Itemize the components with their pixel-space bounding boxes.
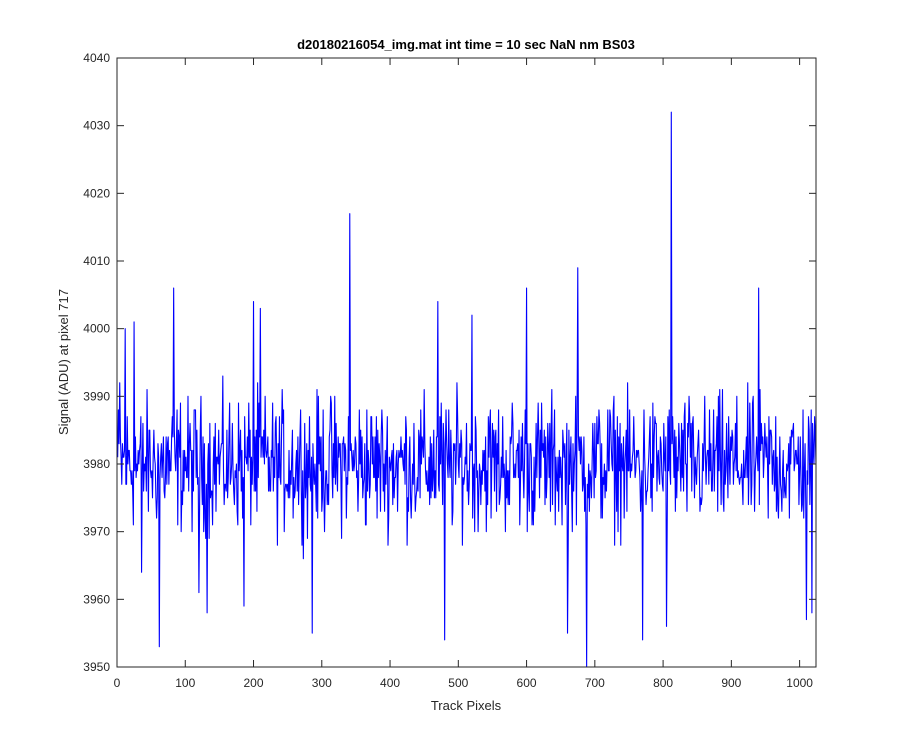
x-tick-label: 800 — [653, 676, 673, 690]
y-tick-label: 3970 — [83, 525, 110, 539]
y-axis: 3950 3960 3970 3980 3990 4000 4010 4020 4030 4040 — [83, 51, 816, 674]
axes-box — [116, 57, 817, 668]
y-tick-label: 4030 — [83, 119, 110, 133]
y-tick-label: 3960 — [83, 592, 110, 606]
x-tick-label: 100 — [175, 676, 195, 690]
x-tick-label: 0 — [114, 676, 121, 690]
x-tick-label: 700 — [585, 676, 605, 690]
series-line — [117, 111, 816, 667]
y-tick-label: 3950 — [83, 660, 110, 674]
series-layer — [117, 111, 816, 667]
y-tick-label: 3990 — [83, 389, 110, 403]
x-tick-label: 500 — [448, 676, 468, 690]
chart-title: d20180216054_img.mat int time = 10 sec N… — [297, 37, 635, 52]
x-tick-label: 200 — [244, 676, 264, 690]
y-tick-label: 4010 — [83, 254, 110, 268]
y-axis-label: Signal (ADU) at pixel 717 — [56, 289, 71, 435]
x-tick-label: 1000 — [786, 676, 813, 690]
plot-area — [117, 58, 816, 667]
x-tick-label: 600 — [517, 676, 537, 690]
y-tick-label: 4040 — [83, 51, 110, 65]
y-tick-label: 3980 — [83, 457, 110, 471]
y-tick-label: 4020 — [83, 186, 110, 200]
x-tick-label: 900 — [721, 676, 741, 690]
y-tick-label: 4000 — [83, 322, 110, 336]
x-tick-label: 400 — [380, 676, 400, 690]
x-tick-label: 300 — [312, 676, 332, 690]
x-axis-label: Track Pixels — [431, 698, 502, 713]
x-axis: 0 100 200 300 400 500 600 700 800 900 1000 — [114, 58, 813, 690]
